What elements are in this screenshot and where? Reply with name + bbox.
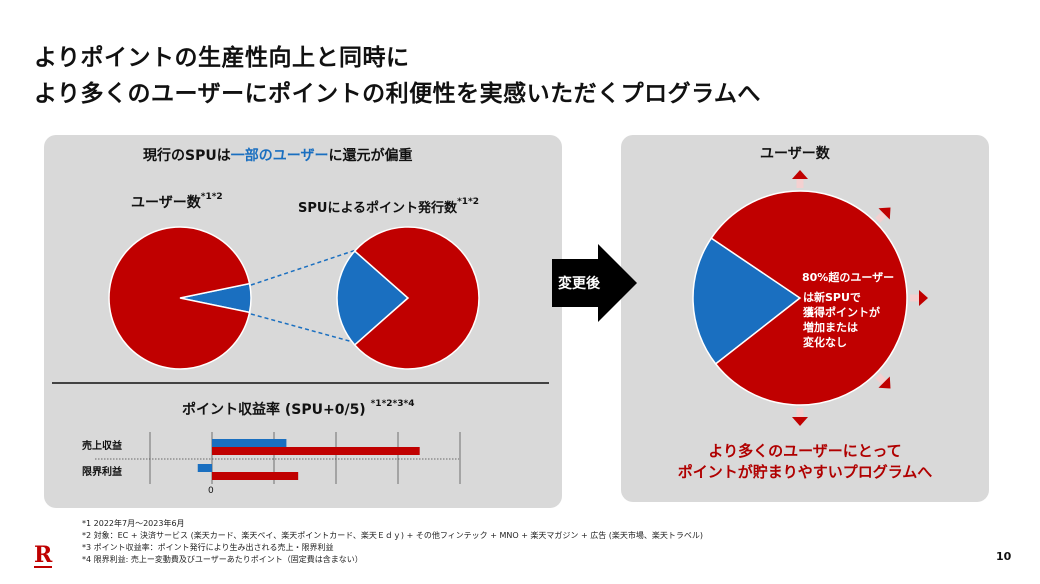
pie-annotation-line: 増加または <box>803 321 858 334</box>
new-user-count-pie-slice-0 <box>692 237 802 365</box>
bar-0-1 <box>212 447 420 455</box>
slide-title-line1: よりポイントの生産性向上と同時に <box>34 45 410 71</box>
footnote: *2 対象：EC + 決済サービス (楽天カード、楽天ペイ、楽天ポイントカード、… <box>82 531 704 540</box>
expand-arrow-icon <box>875 373 891 389</box>
left-panel-heading: 現行のSPUは一部のユーザーに還元が偏重 <box>143 148 413 164</box>
pie2-label: SPUによるポイント発行数*1*2 <box>298 197 479 216</box>
bar-category-label: 限界利益 <box>82 467 122 478</box>
footnote: *3 ポイント収益率：ポイント発行により生み出される売上・限界利益 <box>82 543 334 552</box>
expand-arrow-icon <box>910 290 928 306</box>
rakuten-logo: R <box>34 542 53 568</box>
pie1-label: ユーザー数*1*2 <box>131 192 223 211</box>
pie-annotation-line1: 80%超のユーザー <box>802 271 895 284</box>
change-arrow-label: 変更後 <box>558 276 600 292</box>
expand-arrow-icon <box>792 170 808 188</box>
bar-tick-label: 0 <box>208 486 214 496</box>
pie-annotation-line: 変化なし <box>803 336 847 349</box>
expand-arrow-icon <box>792 408 808 426</box>
bar-category-label: 売上収益 <box>82 441 122 452</box>
expand-arrow-icon <box>875 207 891 223</box>
conclusion-text: より多くのユーザーにとって ポイントが貯まりやすいプログラムへ <box>621 441 989 483</box>
footnote: *1 2022年7月～2023年6月 <box>82 519 185 528</box>
bar-1-1 <box>212 472 299 480</box>
change-arrow-icon <box>552 244 637 322</box>
pie-annotation-line: 獲得ポイントが <box>803 306 880 319</box>
right-panel-heading: ユーザー数 <box>760 146 830 162</box>
new-user-count-pie-slice-1 <box>710 190 908 406</box>
slide-title-line2: より多くのユーザーにポイントの利便性を実感いただくプログラムへ <box>34 81 761 107</box>
connector-line-bottom <box>250 313 354 343</box>
user-count-pie-slice-1 <box>108 226 251 370</box>
pie-annotation-body: は新SPUで 獲得ポイントが 増加または 変化なし <box>803 290 880 350</box>
bar-chart-title: ポイント収益率 (SPU+0/5) *1*2*3*4 <box>182 399 415 418</box>
bar-0-0 <box>212 439 287 447</box>
conclusion-line1: より多くのユーザーにとって <box>708 442 902 460</box>
points-issued-pie-slice-1 <box>353 226 480 370</box>
points-issued-pie-slice-0 <box>336 249 410 347</box>
page-number: 10 <box>996 550 1012 563</box>
conclusion-line2: ポイントが貯まりやすいプログラムへ <box>677 463 933 481</box>
pie-annotation-line: は新SPUで <box>803 291 861 304</box>
connector-line-top <box>250 249 357 286</box>
footnote: *4 限界利益: 売上ー変動費及びユーザーあたりポイント（固定費は含まない） <box>82 555 363 564</box>
bar-1-0 <box>197 464 212 472</box>
